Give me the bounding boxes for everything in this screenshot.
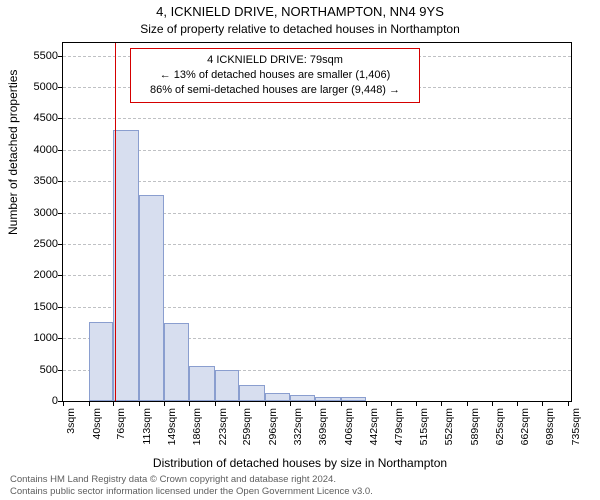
x-tick-label: 589sqm <box>469 408 481 458</box>
y-tick-mark <box>58 150 62 151</box>
y-tick-mark <box>58 307 62 308</box>
y-tick-mark <box>58 181 62 182</box>
x-tick-label: 369sqm <box>317 408 329 458</box>
x-tick-mark <box>290 402 291 406</box>
x-tick-mark <box>139 402 140 406</box>
gridline <box>63 150 571 151</box>
x-tick-label: 186sqm <box>191 408 203 458</box>
y-axis-label: Number of detached properties <box>6 70 20 235</box>
y-tick-mark <box>58 56 62 57</box>
x-tick-label: 3sqm <box>65 408 77 458</box>
x-tick-mark <box>215 402 216 406</box>
x-tick-label: 515sqm <box>418 408 430 458</box>
x-tick-mark <box>542 402 543 406</box>
y-tick-mark <box>58 213 62 214</box>
x-tick-label: 259sqm <box>241 408 253 458</box>
y-tick-mark <box>58 244 62 245</box>
x-tick-label: 76sqm <box>115 408 127 458</box>
footer-line-1: Contains HM Land Registry data © Crown c… <box>10 474 336 485</box>
y-tick-mark <box>58 275 62 276</box>
x-tick-label: 662sqm <box>519 408 531 458</box>
x-tick-label: 149sqm <box>166 408 178 458</box>
x-tick-mark <box>164 402 165 406</box>
x-tick-mark <box>239 402 240 406</box>
histogram-bar <box>215 370 240 401</box>
y-tick-label: 2500 <box>22 238 58 250</box>
x-tick-mark <box>265 402 266 406</box>
x-tick-mark <box>341 402 342 406</box>
histogram-bar <box>341 397 366 401</box>
y-tick-mark <box>58 401 62 402</box>
x-tick-label: 552sqm <box>443 408 455 458</box>
x-tick-mark <box>492 402 493 406</box>
annotation-line: ← 13% of detached houses are smaller (1,… <box>137 68 413 83</box>
x-tick-mark <box>467 402 468 406</box>
x-axis-label: Distribution of detached houses by size … <box>0 456 600 470</box>
gridline <box>63 181 571 182</box>
histogram-bar <box>164 323 190 402</box>
y-tick-mark <box>58 87 62 88</box>
x-tick-mark <box>366 402 367 406</box>
y-tick-label: 3000 <box>22 207 58 219</box>
y-tick-label: 5500 <box>22 50 58 62</box>
x-tick-mark <box>315 402 316 406</box>
histogram-bar <box>265 393 290 401</box>
y-tick-mark <box>58 370 62 371</box>
x-tick-label: 113sqm <box>141 408 153 458</box>
y-tick-label: 500 <box>22 364 58 376</box>
x-tick-mark <box>89 402 90 406</box>
x-tick-label: 625sqm <box>494 408 506 458</box>
y-tick-mark <box>58 118 62 119</box>
histogram-bar <box>315 397 341 401</box>
histogram-bar <box>290 395 316 401</box>
chart-title: 4, ICKNIELD DRIVE, NORTHAMPTON, NN4 9YS <box>0 4 600 19</box>
x-tick-mark <box>113 402 114 406</box>
histogram-bar <box>89 322 114 401</box>
x-tick-label: 296sqm <box>267 408 279 458</box>
x-tick-label: 332sqm <box>292 408 304 458</box>
y-tick-label: 1500 <box>22 301 58 313</box>
histogram-bar <box>189 366 215 401</box>
annotation-box: 4 ICKNIELD DRIVE: 79sqm← 13% of detached… <box>130 48 420 103</box>
marker-line <box>115 43 116 401</box>
x-tick-mark <box>189 402 190 406</box>
y-tick-label: 5000 <box>22 81 58 93</box>
x-tick-label: 442sqm <box>368 408 380 458</box>
x-tick-label: 406sqm <box>343 408 355 458</box>
x-tick-label: 223sqm <box>217 408 229 458</box>
histogram-bar <box>239 385 265 401</box>
x-tick-mark <box>63 402 64 406</box>
x-tick-mark <box>416 402 417 406</box>
y-tick-label: 1000 <box>22 332 58 344</box>
histogram-bar <box>139 195 164 401</box>
x-tick-label: 40sqm <box>91 408 103 458</box>
x-tick-label: 479sqm <box>393 408 405 458</box>
x-tick-mark <box>568 402 569 406</box>
footer-line-2: Contains public sector information licen… <box>10 486 373 497</box>
x-tick-label: 735sqm <box>570 408 582 458</box>
x-tick-mark <box>441 402 442 406</box>
footer-text: Contains HM Land Registry data © Crown c… <box>10 474 373 498</box>
chart-container: 4, ICKNIELD DRIVE, NORTHAMPTON, NN4 9YS … <box>0 0 600 500</box>
y-tick-label: 4500 <box>22 112 58 124</box>
y-tick-label: 2000 <box>22 269 58 281</box>
annotation-line: 86% of semi-detached houses are larger (… <box>137 83 413 98</box>
y-tick-label: 0 <box>22 395 58 407</box>
y-tick-label: 3500 <box>22 175 58 187</box>
chart-subtitle: Size of property relative to detached ho… <box>0 22 600 36</box>
x-tick-mark <box>517 402 518 406</box>
y-tick-label: 4000 <box>22 144 58 156</box>
gridline <box>63 118 571 119</box>
histogram-bar <box>113 130 139 401</box>
x-tick-label: 698sqm <box>544 408 556 458</box>
x-tick-mark <box>391 402 392 406</box>
y-tick-mark <box>58 338 62 339</box>
annotation-line: 4 ICKNIELD DRIVE: 79sqm <box>137 53 413 68</box>
